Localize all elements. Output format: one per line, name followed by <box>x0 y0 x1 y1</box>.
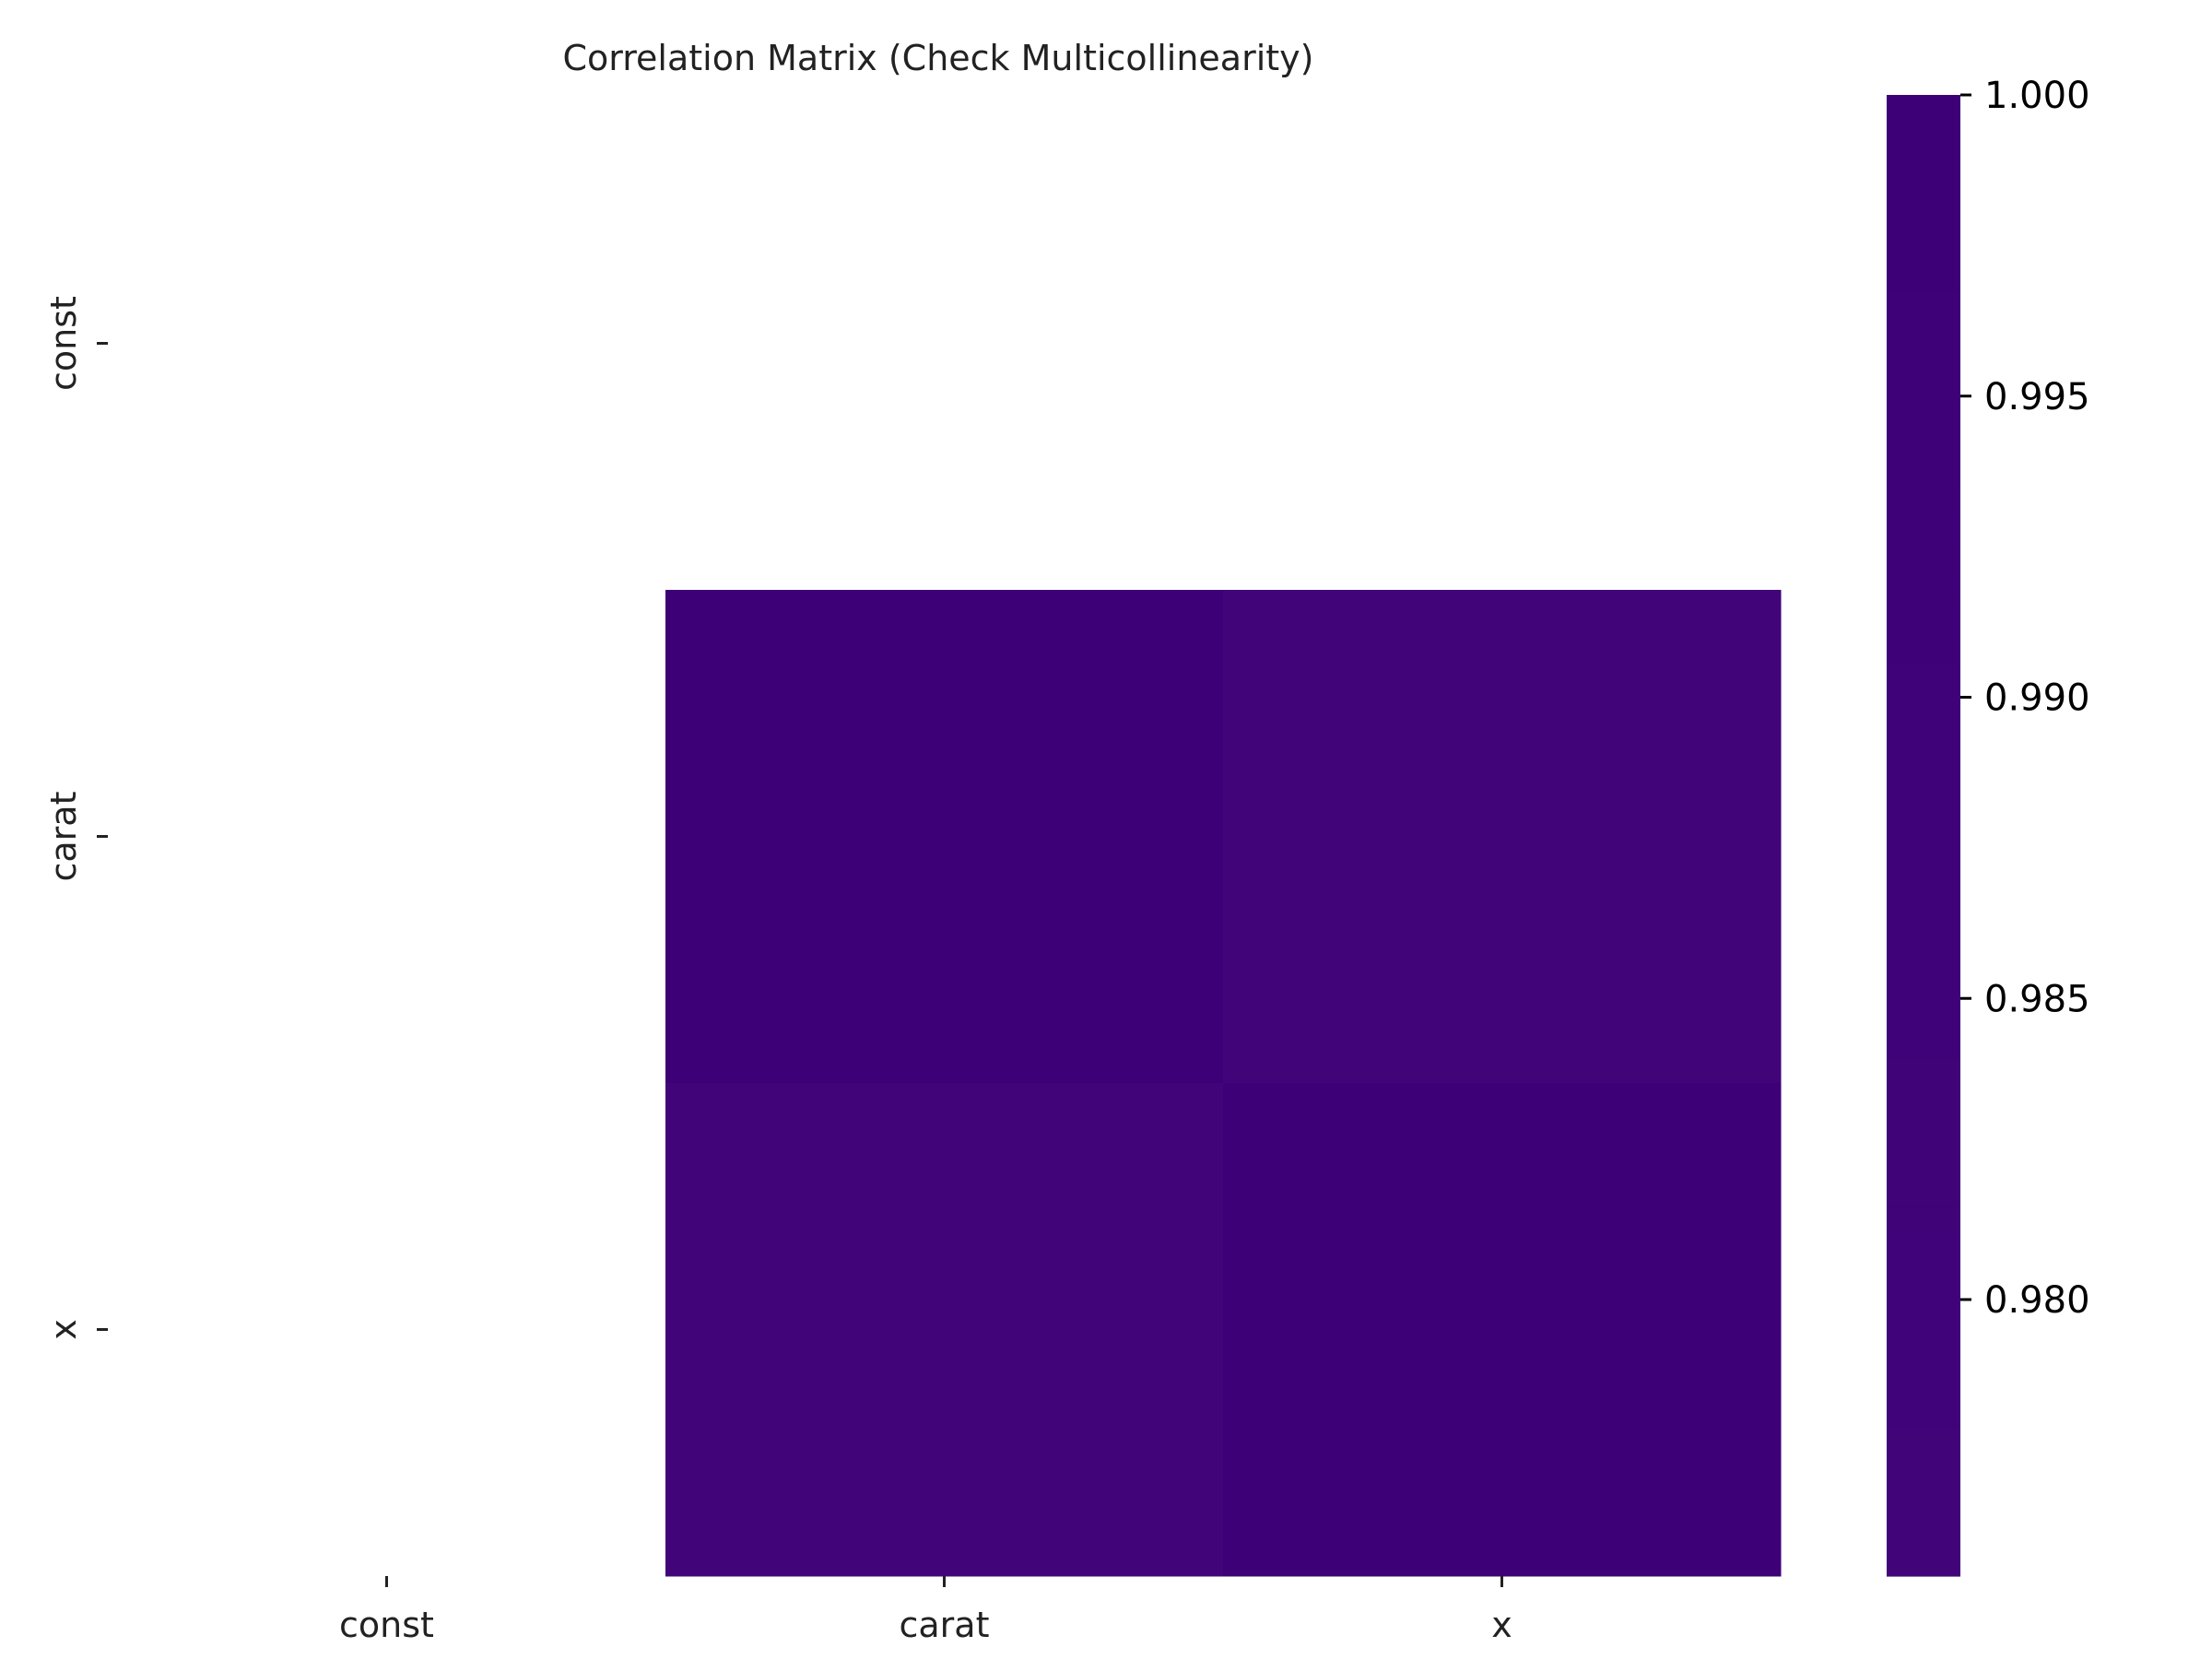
colorbar-segment <box>1887 218 1960 244</box>
colorbar-segment <box>1887 959 1960 984</box>
colorbar-segment <box>1887 1156 1960 1182</box>
colorbar-segment <box>1887 1304 1960 1330</box>
colorbar-segment <box>1887 1501 1960 1528</box>
colorbar-segment <box>1887 1254 1960 1281</box>
colorbar-segment <box>1887 638 1960 664</box>
colorbar-segment <box>1887 1007 1960 1034</box>
colorbar-segment <box>1887 391 1960 417</box>
colorbar-segment <box>1887 1353 1960 1380</box>
colorbar-segment <box>1887 1131 1960 1158</box>
colorbar-segment <box>1887 317 1960 343</box>
colorbar-segment <box>1887 934 1960 960</box>
colorbar-segment <box>1887 983 1960 1009</box>
colorbar-segment <box>1887 292 1960 318</box>
colorbar-tick-label: 0.995 <box>1984 376 2090 418</box>
heatmap-cell-x-x <box>1223 1083 1782 1577</box>
colorbar-segment <box>1887 736 1960 762</box>
colorbar-segment <box>1887 1181 1960 1206</box>
colorbar-segment <box>1887 489 1960 515</box>
colorbar-segment <box>1887 1453 1960 1478</box>
heatmap-cell-carat-carat <box>665 590 1224 1084</box>
colorbar-segment <box>1887 588 1960 615</box>
colorbar-tick-label: 1.000 <box>1984 75 2090 117</box>
colorbar-segment <box>1887 1329 1960 1355</box>
colorbar-segment <box>1887 687 1960 713</box>
x-axis-ticks: const carat x <box>339 1576 1512 1645</box>
x-tick-label-carat: carat <box>900 1605 990 1645</box>
colorbar-segment <box>1887 169 1960 194</box>
colorbar-segment <box>1887 1378 1960 1405</box>
colorbar-segment <box>1887 267 1960 293</box>
colorbar-segment <box>1887 860 1960 886</box>
colorbar-segment <box>1887 1057 1960 1083</box>
chart-title: Correlation Matrix (Check Multicollinear… <box>563 38 1314 78</box>
colorbar-segment <box>1887 761 1960 787</box>
colorbar-segment <box>1887 1428 1960 1453</box>
colorbar-tick-label: 0.985 <box>1984 978 2090 1020</box>
colorbar-segment <box>1887 514 1960 540</box>
colorbar-segment <box>1887 885 1960 911</box>
colorbar-segment <box>1887 119 1960 146</box>
heatmap-cell-carat-x <box>1223 590 1782 1084</box>
heatmap-cells <box>665 590 1782 1577</box>
colorbar-tick-label: 0.980 <box>1984 1279 2090 1322</box>
y-tick-label-carat: carat <box>43 792 84 882</box>
colorbar-segment <box>1887 1230 1960 1256</box>
colorbar-segment <box>1887 95 1960 121</box>
colorbar-tick-label: 0.990 <box>1984 677 2090 720</box>
x-tick-label-const: const <box>339 1605 434 1645</box>
colorbar-segment <box>1887 563 1960 590</box>
colorbar-segment <box>1887 810 1960 837</box>
colorbar-segment <box>1887 613 1960 639</box>
colorbar-segment <box>1887 144 1960 170</box>
colorbar-segment <box>1887 1279 1960 1305</box>
colorbar-segment <box>1887 440 1960 466</box>
colorbar-segment <box>1887 1206 1960 1231</box>
heatmap-cell-x-carat <box>665 1083 1224 1577</box>
colorbar-segment <box>1887 835 1960 861</box>
colorbar-segment <box>1887 1107 1960 1133</box>
colorbar-ticks: 1.000 0.995 0.990 0.985 0.980 <box>1960 75 2090 1322</box>
colorbar-segment <box>1887 712 1960 737</box>
colorbar-segment <box>1887 194 1960 219</box>
colorbar-segment <box>1887 366 1960 392</box>
colorbar-segment <box>1887 1551 1960 1577</box>
colorbar-segment <box>1887 242 1960 269</box>
colorbar-segment <box>1887 465 1960 491</box>
x-tick-label-x: x <box>1491 1605 1512 1645</box>
colorbar <box>1887 95 1960 1577</box>
y-axis-ticks: const carat x <box>43 296 108 1340</box>
colorbar-segment <box>1887 785 1960 812</box>
colorbar-segment <box>1887 909 1960 935</box>
colorbar-segment <box>1887 1403 1960 1429</box>
colorbar-segment <box>1887 1082 1960 1108</box>
colorbar-segment <box>1887 416 1960 441</box>
colorbar-segment <box>1887 539 1960 565</box>
colorbar-segment <box>1887 1477 1960 1503</box>
colorbar-segment <box>1887 341 1960 368</box>
colorbar-segment <box>1887 663 1960 688</box>
y-tick-label-x: x <box>43 1319 84 1340</box>
y-tick-label-const: const <box>43 296 84 391</box>
colorbar-segment <box>1887 1526 1960 1552</box>
colorbar-segment <box>1887 1032 1960 1059</box>
